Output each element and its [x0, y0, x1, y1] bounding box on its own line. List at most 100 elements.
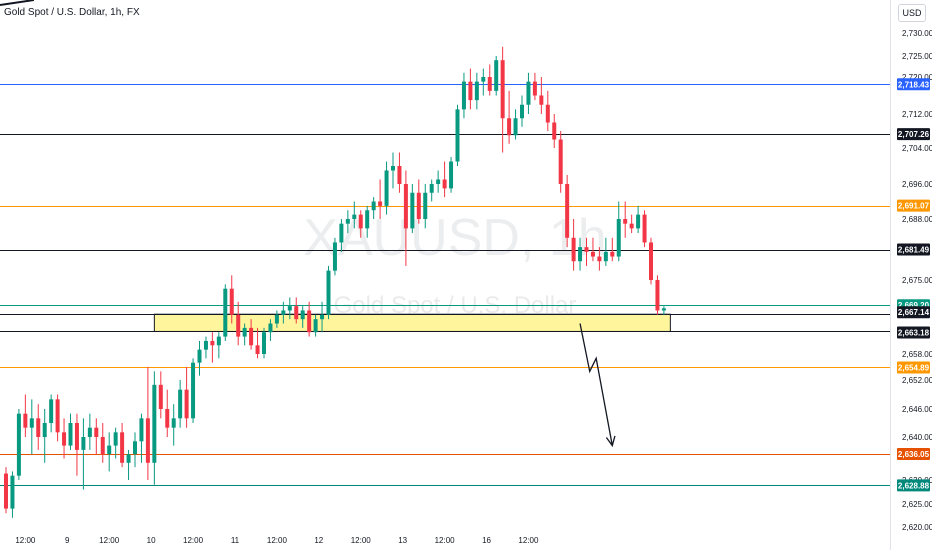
- candle-body: [274, 314, 279, 324]
- candle-body: [352, 214, 357, 219]
- candle-body: [120, 432, 125, 463]
- candle-body: [249, 327, 254, 346]
- projection-arrow[interactable]: [579, 323, 613, 446]
- candle-body: [158, 384, 163, 409]
- candle-body: [578, 247, 583, 262]
- price-label-text: 2,707.26: [898, 130, 930, 139]
- price-label-text: 2,663.18: [898, 328, 930, 337]
- candle-body: [236, 314, 241, 337]
- candle-body: [500, 60, 505, 119]
- candle-body: [42, 423, 47, 437]
- candle-body: [410, 192, 415, 229]
- candle-body: [94, 427, 99, 437]
- candle-body: [552, 122, 557, 140]
- candle-body: [494, 60, 499, 91]
- candle-body: [429, 184, 434, 193]
- candle-body: [358, 214, 363, 229]
- price-label-text: 2,654.89: [898, 363, 930, 372]
- candle-body: [81, 437, 86, 450]
- candle-body: [649, 242, 653, 280]
- candle-body: [507, 118, 512, 136]
- y-tick-label: 2,625.00: [902, 500, 932, 509]
- y-tick-label: 2,675.00: [902, 276, 932, 285]
- candle-body: [384, 170, 389, 206]
- candle-body: [294, 306, 299, 320]
- candle-body: [616, 219, 621, 257]
- candle-body: [49, 399, 54, 423]
- candle-body: [68, 423, 73, 446]
- candle-body: [545, 104, 550, 123]
- candle-body: [378, 201, 383, 206]
- candle-body: [520, 104, 524, 119]
- candle-body: [10, 475, 15, 509]
- candle-body: [62, 432, 67, 446]
- candle-body: [416, 192, 421, 219]
- currency-button[interactable]: USD: [898, 4, 926, 22]
- price-label-text: 2,669.20: [898, 301, 930, 310]
- candle-body: [661, 308, 666, 311]
- candle-body: [345, 219, 350, 224]
- price-label-badge: [897, 243, 930, 256]
- candle-body: [449, 161, 454, 189]
- price-label-badge: [897, 306, 930, 319]
- y-tick-label: 2,730.00: [902, 29, 932, 38]
- x-tick-label: 10: [147, 536, 156, 545]
- candle-body: [55, 399, 60, 433]
- price-label-text: 2,667.14: [898, 308, 930, 317]
- candle-body: [339, 223, 344, 243]
- price-label-badge: [897, 361, 930, 374]
- candle-body: [16, 413, 21, 476]
- x-tick-label: 12:00: [183, 536, 204, 545]
- candle-body: [223, 288, 228, 337]
- candle-body: [307, 310, 312, 333]
- candle-body: [597, 256, 602, 262]
- candle-body: [455, 109, 460, 162]
- candle-body: [210, 340, 215, 346]
- price-label-text: 2,691.07: [898, 202, 930, 211]
- candle-body: [36, 418, 41, 437]
- y-tick-label: 2,725.00: [902, 52, 932, 61]
- candle-body: [474, 81, 479, 101]
- x-tick-label: 16: [482, 536, 491, 545]
- price-label-badge: [897, 128, 930, 141]
- candle-body: [113, 432, 118, 446]
- candle-body: [145, 418, 150, 463]
- x-tick-label: 12:00: [15, 536, 36, 545]
- candle-body: [623, 219, 628, 224]
- candle-body: [423, 192, 428, 219]
- candle-body: [287, 306, 292, 311]
- candle-body: [487, 77, 492, 91]
- candle-body: [655, 280, 660, 311]
- candle-body: [320, 314, 325, 320]
- candle-body: [165, 409, 170, 428]
- candle-body: [171, 418, 176, 428]
- y-tick-label: 2,720.00: [902, 73, 932, 82]
- candle-body: [403, 184, 408, 229]
- x-tick-label: 12:00: [435, 536, 456, 545]
- candle-body: [532, 81, 537, 96]
- candle-body: [526, 81, 531, 105]
- candle-body: [126, 454, 131, 463]
- y-tick-label: 2,712.00: [902, 110, 932, 119]
- price-label-badge: [897, 326, 930, 339]
- candle-body: [468, 81, 473, 101]
- candle-body: [558, 139, 563, 184]
- price-label-badge: [897, 447, 930, 460]
- candle-body: [636, 214, 641, 229]
- x-tick-label: 12: [314, 536, 323, 545]
- candle-body: [216, 336, 221, 346]
- candle-body: [300, 310, 305, 320]
- x-tick-label: 13: [398, 536, 407, 545]
- candle-body: [23, 413, 28, 428]
- candle-body: [4, 473, 8, 509]
- candle-body: [107, 445, 112, 455]
- price-label-badge: [897, 479, 930, 492]
- candle-body: [513, 118, 518, 136]
- candle-body: [397, 166, 402, 184]
- candle-body: [100, 437, 105, 455]
- symbol-title: Gold Spot / U.S. Dollar, 1h, FX: [4, 7, 140, 18]
- price-label-text: 2,718.43: [898, 80, 930, 89]
- candle-body: [29, 418, 34, 428]
- candle-body: [326, 270, 331, 315]
